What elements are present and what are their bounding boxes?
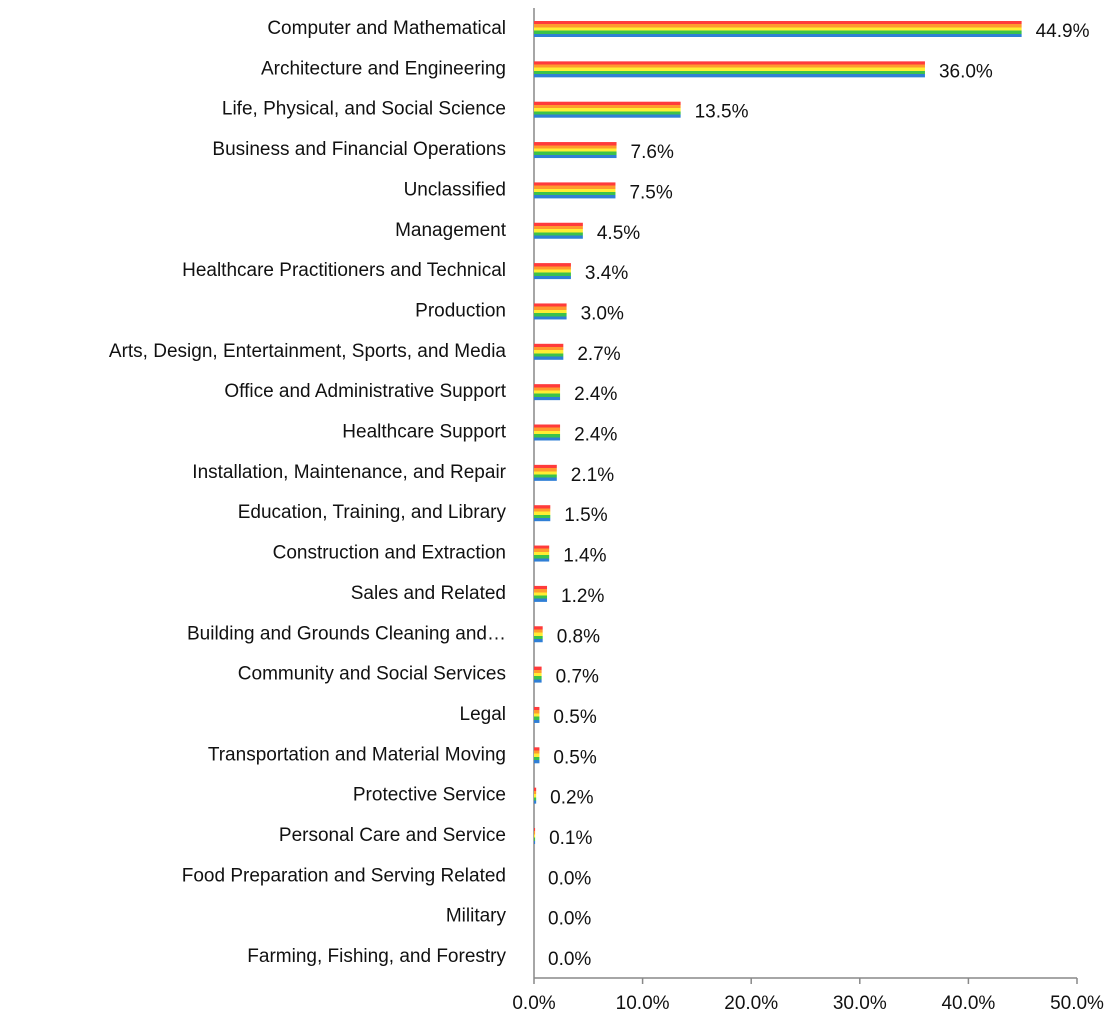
bar	[534, 142, 617, 159]
category-label: Building and Grounds Cleaning and…	[187, 623, 506, 644]
bar	[534, 706, 540, 723]
value-label: 36.0%	[939, 61, 993, 82]
category-label: Architecture and Engineering	[261, 58, 506, 79]
x-tick-label: 50.0%	[1050, 993, 1104, 1014]
bar	[534, 303, 567, 320]
bar	[534, 464, 557, 481]
value-label: 2.4%	[574, 384, 617, 405]
value-label: 0.5%	[553, 747, 596, 768]
value-label: 0.7%	[556, 667, 599, 688]
value-label: 0.5%	[553, 707, 596, 728]
bar	[534, 545, 550, 562]
value-label: 2.1%	[571, 465, 614, 486]
value-label: 1.2%	[561, 586, 604, 607]
value-label: 2.4%	[574, 425, 617, 446]
category-label: Community and Social Services	[238, 664, 506, 685]
x-tick-label: 40.0%	[941, 993, 995, 1014]
category-label: Production	[415, 300, 506, 321]
value-label: 13.5%	[695, 102, 749, 123]
category-label: Transportation and Material Moving	[208, 744, 506, 765]
bar	[534, 505, 551, 522]
bar	[534, 626, 543, 643]
bar	[534, 666, 542, 683]
category-label: Military	[446, 906, 507, 927]
x-tick-label: 30.0%	[833, 993, 887, 1014]
bar	[534, 828, 536, 844]
value-label: 4.5%	[597, 223, 640, 244]
value-label: 2.7%	[577, 344, 620, 365]
value-label: 1.4%	[563, 546, 606, 567]
category-label: Healthcare Practitioners and Technical	[182, 260, 506, 281]
category-label: Farming, Fishing, and Forestry	[247, 946, 506, 967]
bar	[534, 384, 561, 401]
value-label: 0.2%	[550, 788, 593, 809]
value-label: 7.5%	[629, 182, 672, 203]
bar	[534, 21, 1022, 37]
category-label: Healthcare Support	[342, 422, 506, 443]
x-tick-label: 10.0%	[616, 993, 670, 1014]
value-label: 3.0%	[581, 303, 624, 324]
bar	[534, 747, 540, 764]
x-tick-label: 0.0%	[512, 993, 555, 1014]
value-label: 0.8%	[557, 626, 600, 647]
value-label: 7.6%	[631, 142, 674, 163]
value-label: 0.1%	[549, 828, 592, 849]
bar	[534, 182, 616, 199]
value-label: 44.9%	[1036, 21, 1090, 42]
bar	[534, 222, 583, 239]
category-label: Life, Physical, and Social Science	[222, 99, 506, 120]
category-label: Management	[395, 220, 507, 241]
category-label: Sales and Related	[351, 583, 506, 604]
category-label: Business and Financial Operations	[212, 139, 506, 160]
value-label: 3.4%	[585, 263, 628, 284]
category-label: Office and Administrative Support	[224, 381, 506, 402]
category-label: Construction and Extraction	[273, 543, 506, 564]
value-label: 1.5%	[564, 505, 607, 526]
bar	[534, 424, 561, 441]
category-label: Education, Training, and Library	[238, 502, 507, 523]
category-label: Personal Care and Service	[279, 825, 506, 846]
value-label: 0.0%	[548, 949, 591, 970]
bar	[534, 61, 925, 78]
x-tick-label: 20.0%	[724, 993, 778, 1014]
bar	[534, 585, 548, 602]
category-label: Legal	[460, 704, 507, 725]
value-label: 0.0%	[548, 868, 591, 889]
category-label: Protective Service	[353, 785, 506, 806]
bar	[534, 101, 681, 118]
value-label: 0.0%	[548, 909, 591, 930]
category-label: Unclassified	[404, 179, 506, 200]
bar	[534, 343, 564, 360]
bar	[534, 263, 571, 280]
category-label: Food Preparation and Serving Related	[182, 865, 506, 886]
category-label: Computer and Mathematical	[267, 18, 506, 39]
category-label: Arts, Design, Entertainment, Sports, and…	[109, 341, 507, 362]
category-label: Installation, Maintenance, and Repair	[192, 462, 506, 483]
bar	[534, 787, 537, 804]
